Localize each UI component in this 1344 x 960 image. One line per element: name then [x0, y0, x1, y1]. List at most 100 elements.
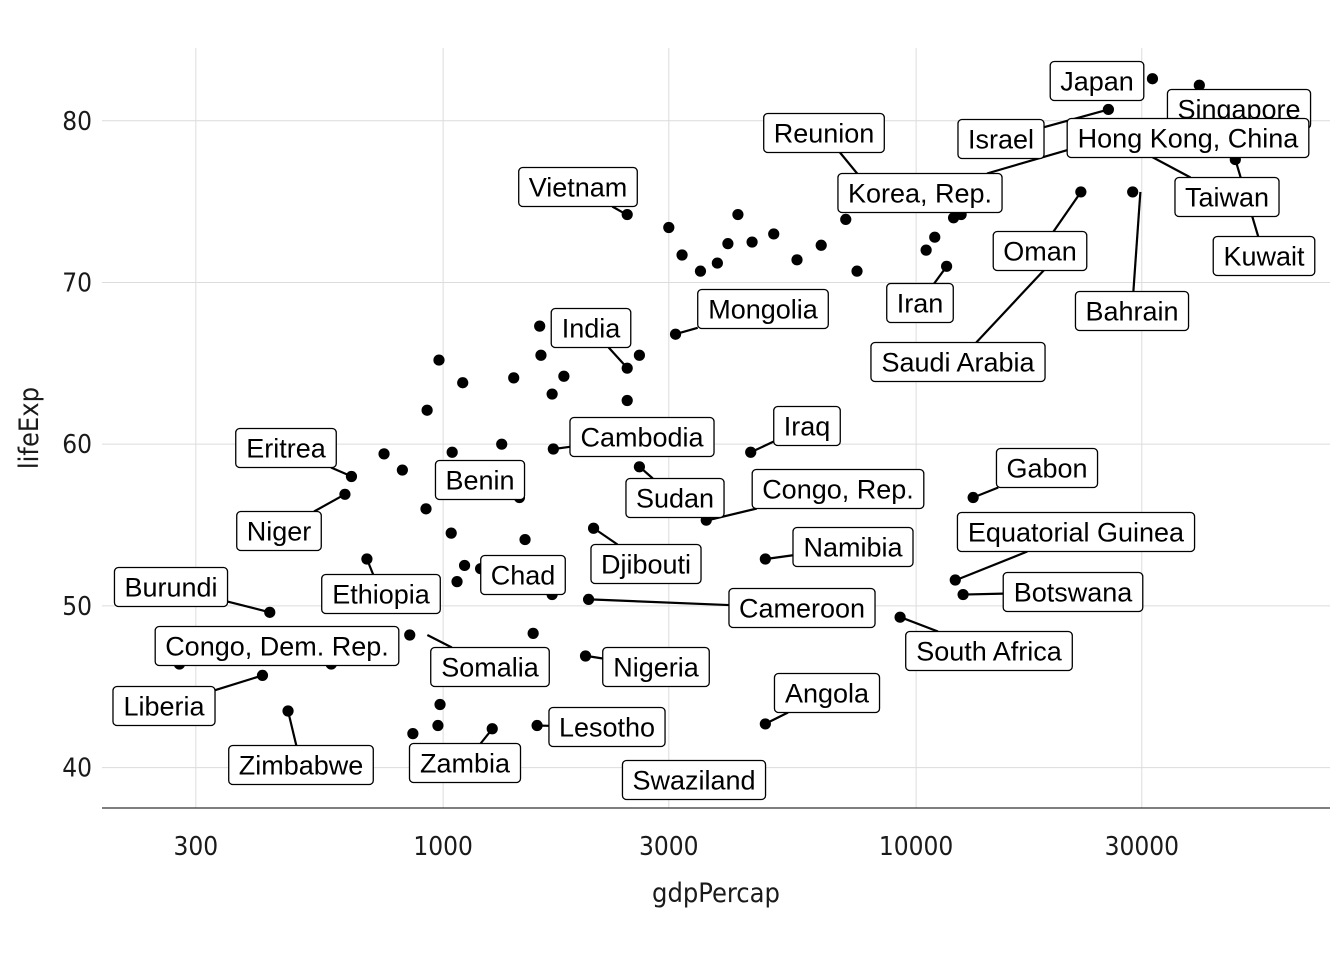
- country-label: South Africa: [905, 630, 1073, 672]
- country-label: Chad: [480, 554, 566, 596]
- label-text: Kuwait: [1223, 242, 1305, 272]
- label-text: Chad: [491, 561, 556, 591]
- data-point: [531, 719, 543, 732]
- country-label: Reunion: [763, 112, 885, 154]
- label-text: Congo, Dem. Rep.: [165, 632, 389, 662]
- country-label: Somalia: [430, 646, 550, 688]
- x-tick-label: 10000: [879, 832, 953, 862]
- data-point: [746, 236, 758, 248]
- data-point: [759, 553, 771, 565]
- data-point: [745, 446, 757, 458]
- data-point: [967, 491, 979, 504]
- data-point: [1102, 103, 1114, 116]
- data-point: [633, 349, 646, 361]
- x-axis-title: gdpPercap: [652, 878, 780, 909]
- data-point: [404, 629, 416, 641]
- data-point: [894, 611, 906, 623]
- country-label: Iran: [886, 282, 954, 324]
- label-text: Angola: [785, 679, 870, 709]
- label-text: Eritrea: [246, 434, 327, 464]
- leader-line: [1052, 191, 1082, 233]
- country-label: Swaziland: [621, 759, 767, 801]
- country-label: Congo, Dem. Rep.: [154, 625, 400, 667]
- label-box: [1066, 117, 1310, 159]
- label-box: [773, 405, 841, 447]
- label-box: [837, 172, 1003, 214]
- data-point: [396, 464, 408, 476]
- label-text: Gabon: [1006, 454, 1087, 484]
- label-box: [590, 543, 702, 585]
- country-label: Saudi Arabia: [870, 341, 1046, 383]
- label-box: [434, 459, 526, 501]
- country-label: India: [550, 307, 632, 349]
- data-point: [621, 362, 633, 374]
- label-text: Botswana: [1014, 578, 1134, 608]
- country-label: Cambodia: [569, 416, 715, 458]
- data-point: [496, 438, 508, 450]
- data-point: [546, 388, 558, 400]
- x-tick-label: 1000: [413, 832, 473, 862]
- data-point: [676, 249, 688, 261]
- label-box: [763, 112, 885, 154]
- data-point: [1075, 186, 1087, 198]
- y-axis-ticks: 40 50 60 70 80: [62, 107, 92, 784]
- label-box: [625, 477, 725, 519]
- label-box: [1174, 176, 1280, 218]
- label-box: [236, 510, 322, 552]
- x-tick-label: 30000: [1105, 832, 1179, 862]
- label-box: [1212, 235, 1316, 277]
- label-box: [154, 625, 400, 667]
- country-label: Botswana: [1002, 571, 1144, 613]
- label-box: [1049, 60, 1145, 102]
- label-box: [728, 587, 876, 629]
- country-label: Cameroon: [728, 587, 876, 629]
- label-text: Bahrain: [1085, 297, 1178, 327]
- data-point: [582, 593, 595, 606]
- label-box: [569, 416, 715, 458]
- data-point: [1127, 186, 1139, 198]
- data-point: [361, 553, 373, 565]
- country-label: Bahrain: [1074, 290, 1190, 332]
- data-point: [732, 208, 744, 221]
- data-point: [929, 231, 941, 243]
- label-box: [697, 288, 829, 330]
- leader-line: [955, 550, 1028, 582]
- label-text: Nigeria: [613, 653, 700, 683]
- data-point: [535, 349, 547, 361]
- data-points: [173, 73, 1241, 740]
- label-box: [956, 511, 1196, 553]
- country-label: Burundi: [113, 566, 229, 608]
- label-text: Saudi Arabia: [881, 348, 1035, 378]
- label-text: Iran: [897, 289, 944, 319]
- label-box: [751, 468, 925, 510]
- data-point: [694, 265, 707, 277]
- y-axis-title: lifeExp: [14, 387, 45, 469]
- label-box: [550, 307, 632, 349]
- leader-line: [589, 598, 730, 607]
- data-point: [840, 213, 852, 226]
- country-label: Liberia: [112, 685, 216, 727]
- data-point: [558, 370, 570, 382]
- country-label: Djibouti: [590, 543, 702, 585]
- label-box: [905, 630, 1073, 672]
- label-box: [235, 427, 337, 469]
- data-point: [920, 244, 932, 256]
- leader-line: [286, 710, 298, 746]
- data-point: [587, 522, 600, 534]
- leader-line: [227, 600, 271, 614]
- label-text: Oman: [1003, 237, 1077, 267]
- label-box: [995, 447, 1099, 489]
- label-text: Lesotho: [559, 713, 655, 743]
- data-point: [759, 718, 771, 730]
- label-text: India: [562, 314, 622, 344]
- leader-line: [426, 633, 453, 649]
- data-point: [432, 719, 444, 732]
- y-tick-label: 60: [62, 430, 92, 460]
- label-text: Reunion: [774, 119, 875, 149]
- country-label: Congo, Rep.: [751, 468, 925, 510]
- label-box: [773, 672, 881, 714]
- data-point: [457, 377, 469, 389]
- label-text: Niger: [247, 517, 312, 547]
- label-text: Mongolia: [708, 295, 819, 325]
